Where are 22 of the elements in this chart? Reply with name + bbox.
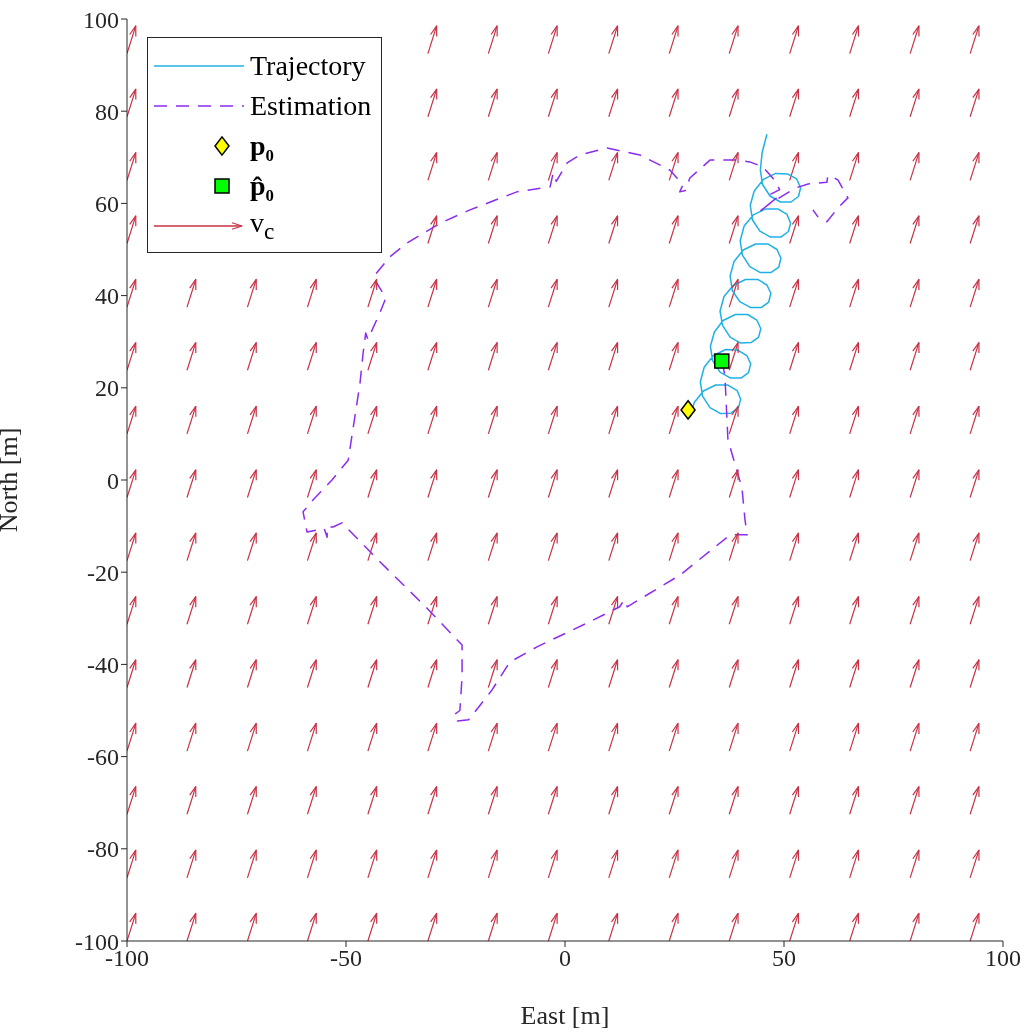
y-tick-label: -80: [87, 836, 119, 863]
x-tick-label: 0: [559, 945, 571, 972]
y-tick-label: 100: [83, 6, 119, 33]
y-tick-label: 80: [95, 98, 119, 125]
y-tick-label: 0: [107, 467, 119, 494]
x-tick-label: 50: [772, 945, 796, 972]
legend-label: p̂₀: [250, 170, 274, 202]
legend-label: v$_{c}$: [250, 207, 275, 245]
y-tick-label: 20: [95, 375, 119, 402]
y-tick-label: 40: [95, 283, 119, 310]
legend-label: Trajectory: [250, 50, 366, 82]
legend-label: Estimation: [250, 90, 372, 122]
x-tick-label: 100: [985, 945, 1021, 972]
line-series: [302, 147, 849, 722]
x-axis-title: East [m]: [520, 1001, 610, 1030]
y-tick-label: 60: [95, 190, 119, 217]
y-tick-label: -60: [87, 744, 119, 771]
y-tick-label: -20: [87, 559, 119, 586]
x-tick-label: -50: [330, 945, 362, 972]
y-axis-title: North [m]: [0, 427, 24, 533]
legend-label: p₀: [250, 130, 274, 162]
y-tick-label: -40: [87, 651, 119, 678]
